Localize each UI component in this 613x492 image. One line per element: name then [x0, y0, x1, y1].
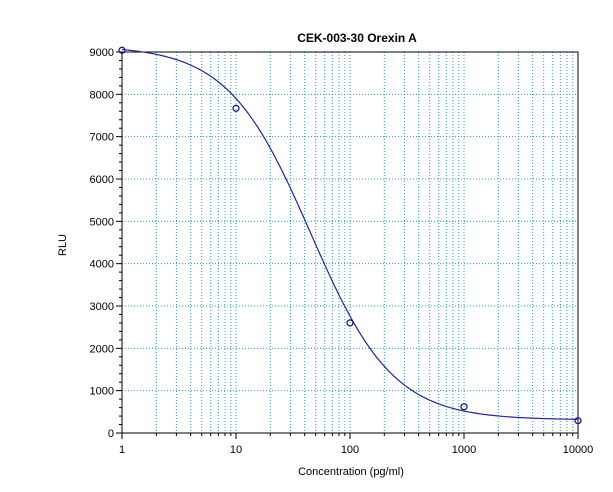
x-tick-label: 1	[119, 444, 125, 456]
y-tick-label: 8000	[90, 89, 114, 101]
y-tick-label: 4000	[90, 259, 114, 271]
y-tick-label: 9000	[90, 47, 114, 59]
x-tick-label: 10	[230, 444, 242, 456]
x-axis-label: Concentration (pg/ml)	[298, 466, 404, 478]
y-tick-label: 2000	[90, 343, 114, 355]
data-point	[118, 46, 126, 54]
y-tick-label: 1000	[90, 386, 114, 398]
y-tick-label: 0	[108, 428, 114, 440]
data-points	[118, 46, 582, 425]
grid-lines	[122, 52, 578, 433]
data-point	[232, 104, 240, 112]
y-tick-label: 6000	[90, 174, 114, 186]
y-axis-label: RLU	[57, 234, 69, 256]
data-point	[574, 417, 582, 425]
x-tick-label: 1000	[452, 444, 476, 456]
data-point	[346, 319, 354, 327]
x-tick-label: 100	[341, 444, 359, 456]
data-point	[460, 403, 468, 411]
fit-curve-layer	[121, 48, 579, 420]
axis-ticks: 1 10 100 1000 10000 0 1000 2000 3000 4000 5000 6000…	[90, 47, 594, 456]
x-tick-label: 10000	[563, 444, 594, 456]
fit-curve	[121, 48, 579, 420]
y-tick-label: 5000	[90, 216, 114, 228]
y-tick-label: 3000	[90, 301, 114, 313]
y-tick-label: 7000	[90, 132, 114, 144]
chart-title: CEK-003-30 Orexin A	[297, 31, 417, 45]
